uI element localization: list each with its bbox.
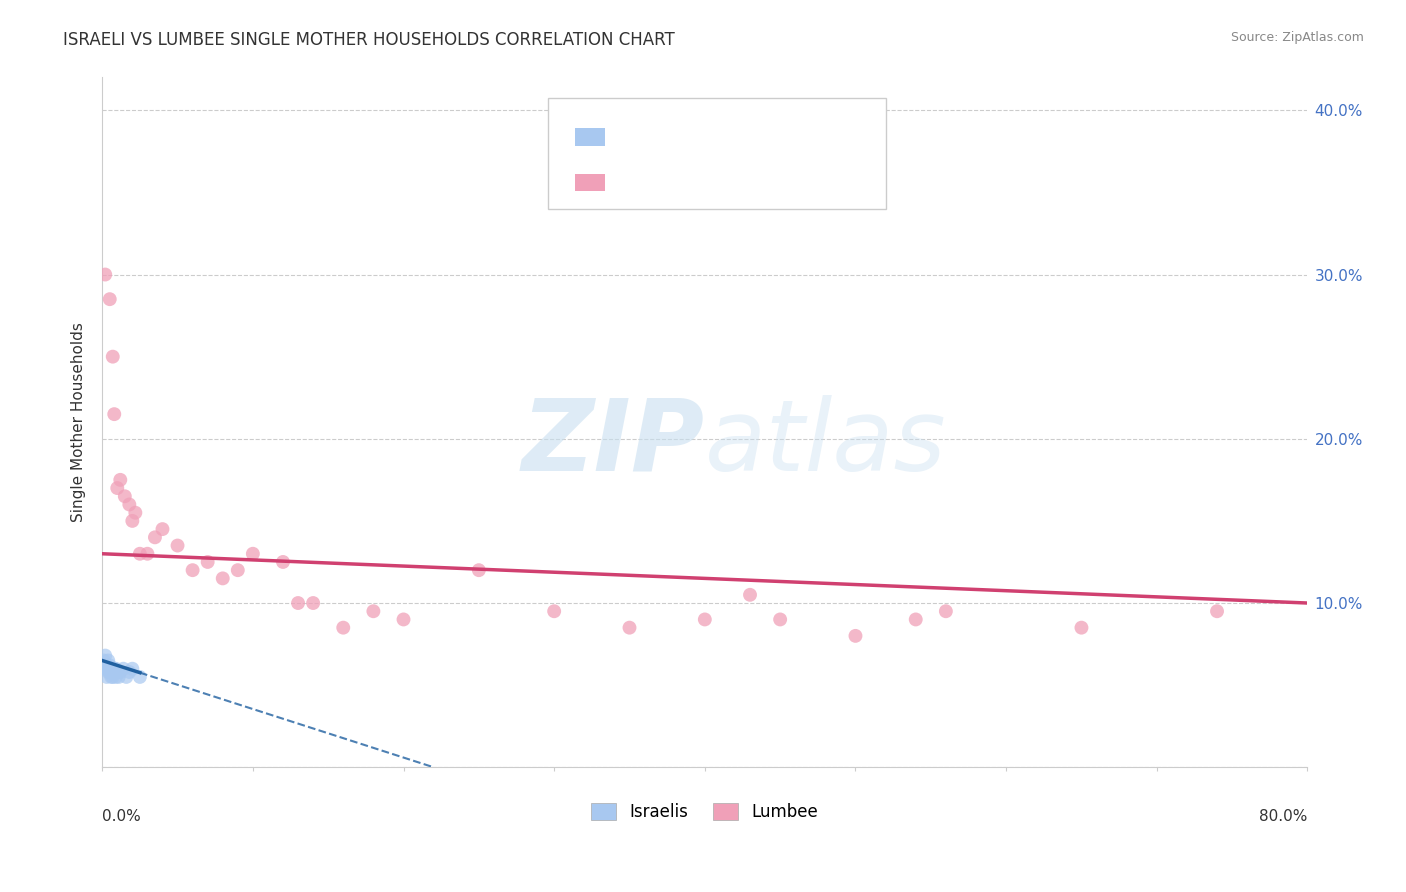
Point [738,588,761,602]
Point [118,498,141,512]
Point [242,547,264,561]
Y-axis label: Single Mother Households: Single Mother Households [72,322,86,523]
Point [226,563,249,577]
Point [363,604,385,618]
Text: atlas: atlas [704,394,946,491]
Point [118,665,141,679]
Point [112,662,135,676]
Text: N =: N = [745,129,779,145]
Point [136,547,159,561]
Point [211,571,233,585]
Point [93,653,115,667]
Point [693,612,716,626]
Text: -0.094: -0.094 [664,175,713,190]
Point [619,621,641,635]
Point [98,665,121,679]
Point [128,547,150,561]
Bar [575,174,605,191]
Bar [575,128,605,145]
Point [904,612,927,626]
Point [152,522,174,536]
Text: 80.0%: 80.0% [1258,809,1308,823]
Point [121,514,143,528]
Point [96,658,118,673]
Text: Source: ZipAtlas.com: Source: ZipAtlas.com [1230,31,1364,45]
Point [94,268,117,282]
Point [1070,621,1092,635]
Point [104,670,127,684]
Point [143,530,166,544]
Point [935,604,957,618]
Point [1206,604,1229,618]
Point [97,653,120,667]
Point [124,506,146,520]
Legend: Israelis, Lumbee: Israelis, Lumbee [591,803,818,821]
Point [105,665,128,679]
Point [100,670,122,684]
Point [110,473,132,487]
Point [287,596,309,610]
Point [271,555,294,569]
Point [128,670,150,684]
Point [103,407,125,421]
Text: 27: 27 [787,129,806,145]
Point [107,670,129,684]
Point [101,665,124,679]
Point [332,621,354,635]
Point [96,670,118,684]
Point [96,662,118,676]
Point [110,665,132,679]
Text: R =: R = [619,129,651,145]
Point [98,658,121,673]
Point [769,612,792,626]
Text: -0.438: -0.438 [664,129,713,145]
Point [98,662,121,676]
Point [114,489,136,503]
Point [115,670,138,684]
Text: ZIP: ZIP [522,394,704,491]
Point [104,662,127,676]
Point [543,604,565,618]
Point [844,629,866,643]
Text: ISRAELI VS LUMBEE SINGLE MOTHER HOUSEHOLDS CORRELATION CHART: ISRAELI VS LUMBEE SINGLE MOTHER HOUSEHOL… [63,31,675,49]
Point [101,670,124,684]
Point [121,662,143,676]
Point [97,665,120,679]
Point [468,563,491,577]
Point [100,662,122,676]
Point [392,612,415,626]
Text: 0.0%: 0.0% [103,809,141,823]
Text: 37: 37 [787,175,806,190]
Point [166,539,188,553]
Point [103,662,125,676]
Point [98,292,121,306]
Point [181,563,204,577]
Point [94,648,117,663]
Point [94,662,117,676]
Text: R =: R = [619,175,651,190]
Point [302,596,325,610]
Point [105,481,128,495]
Text: N =: N = [745,175,779,190]
Point [101,350,124,364]
Point [103,665,125,679]
FancyBboxPatch shape [548,98,886,209]
Point [197,555,219,569]
